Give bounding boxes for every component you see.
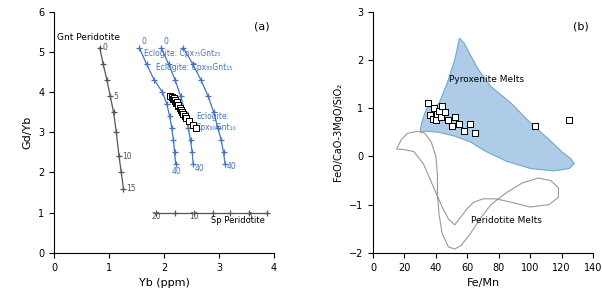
Text: 5: 5	[247, 213, 252, 221]
Text: 0: 0	[141, 37, 146, 46]
X-axis label: Yb (ppm): Yb (ppm)	[138, 278, 190, 288]
Point	[181, 116, 191, 121]
Point	[470, 131, 480, 136]
Text: 40: 40	[227, 162, 237, 171]
Text: 20: 20	[151, 213, 161, 221]
Text: 40: 40	[172, 167, 181, 176]
Text: (a): (a)	[254, 21, 270, 31]
Point	[191, 126, 201, 131]
Point	[179, 112, 188, 116]
Point	[444, 118, 453, 123]
Point	[172, 101, 181, 106]
Text: 5: 5	[113, 92, 118, 101]
Point	[175, 106, 184, 111]
Point	[530, 124, 539, 128]
Text: Eclogite: Cpx₇₅Gnt₂₅: Eclogite: Cpx₇₅Gnt₂₅	[144, 49, 220, 58]
Text: (b): (b)	[573, 21, 589, 31]
Point	[434, 108, 444, 113]
Text: Eclogite:
Cpx₉₀Gnt₁₀: Eclogite: Cpx₉₀Gnt₁₀	[196, 112, 237, 132]
Point	[436, 115, 445, 119]
Point	[170, 98, 180, 103]
Point	[173, 104, 182, 108]
Point	[465, 121, 475, 126]
Point	[429, 106, 439, 111]
Point	[447, 124, 456, 128]
Point	[172, 100, 182, 105]
Point	[425, 113, 435, 118]
Point	[167, 95, 176, 99]
Point	[459, 129, 469, 134]
Point	[165, 94, 175, 98]
Point	[438, 103, 447, 108]
Point	[180, 114, 190, 118]
Text: 10: 10	[122, 152, 131, 161]
Y-axis label: Gd/Yb: Gd/Yb	[23, 116, 33, 149]
Point	[428, 116, 438, 121]
Polygon shape	[420, 38, 574, 171]
Point	[431, 118, 441, 123]
Text: 10: 10	[190, 213, 199, 221]
Text: Eclogite: Cpx₈₅Gnt₁₅: Eclogite: Cpx₈₅Gnt₁₅	[156, 63, 232, 72]
Text: Peridotite Melts: Peridotite Melts	[471, 216, 542, 225]
Point	[455, 121, 464, 126]
Point	[433, 112, 442, 116]
Y-axis label: FeO/CaO-3MgO/SiO₂: FeO/CaO-3MgO/SiO₂	[334, 83, 343, 181]
Point	[176, 108, 185, 113]
Point	[423, 101, 433, 106]
Text: Pyroxenite Melts: Pyroxenite Melts	[448, 75, 524, 84]
Point	[441, 110, 450, 114]
Point	[188, 123, 197, 127]
Text: 0: 0	[102, 44, 107, 52]
Point	[170, 98, 179, 103]
Point	[169, 96, 179, 101]
Point	[184, 119, 194, 123]
Text: Gnt Peridotite: Gnt Peridotite	[57, 33, 120, 42]
Text: 40: 40	[195, 164, 205, 173]
Text: Sp Peridotite: Sp Peridotite	[211, 216, 265, 225]
Text: 15: 15	[126, 184, 136, 193]
Point	[177, 110, 187, 115]
Point	[450, 115, 459, 119]
X-axis label: Fe/Mn: Fe/Mn	[467, 278, 500, 288]
Point	[169, 97, 178, 102]
Text: 0: 0	[163, 37, 168, 46]
Point	[173, 103, 183, 107]
Point	[565, 118, 574, 123]
